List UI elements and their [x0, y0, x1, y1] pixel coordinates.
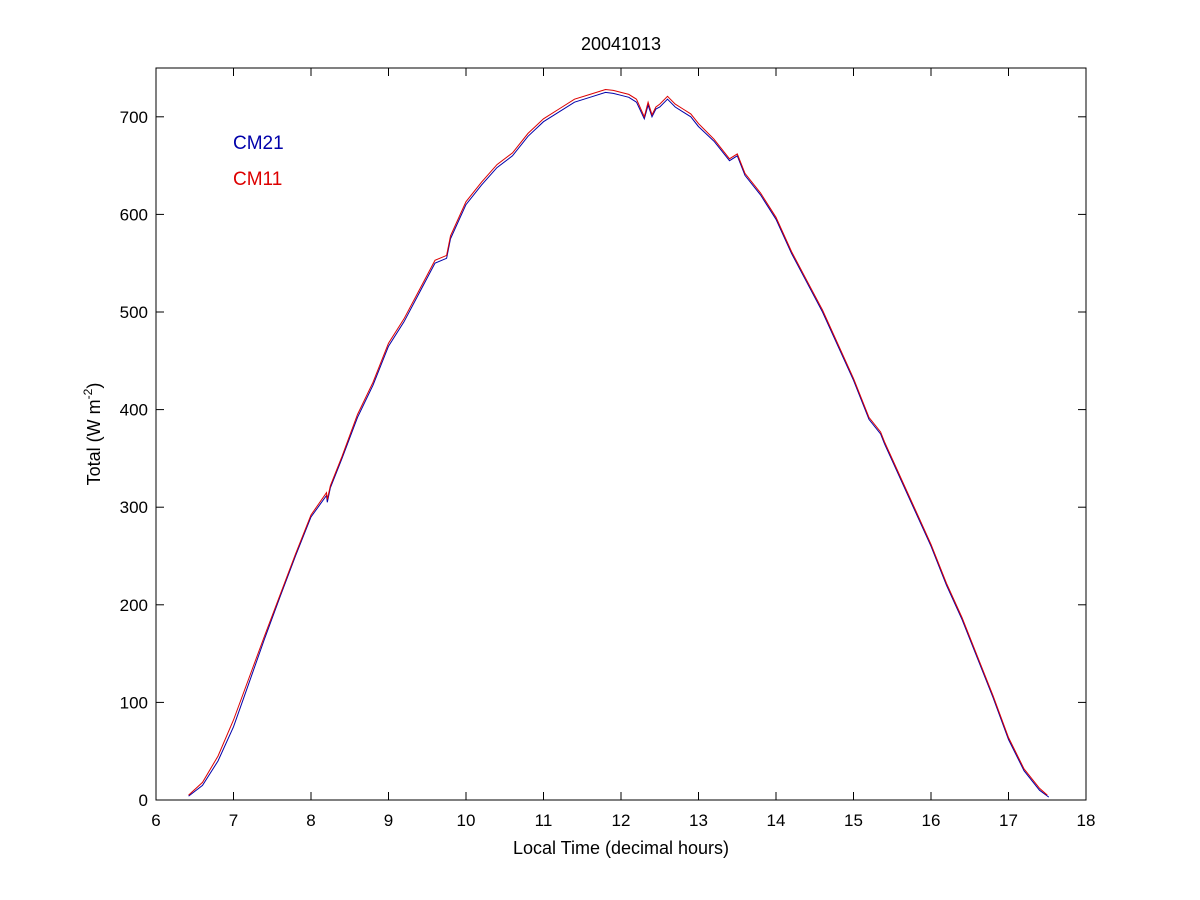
x-tick-label: 9 [384, 811, 393, 830]
y-tick-label: 300 [120, 498, 148, 517]
y-tick-label: 200 [120, 596, 148, 615]
y-tick-label: 100 [120, 693, 148, 712]
x-tick-label: 11 [535, 811, 553, 830]
legend-entry-cm21: CM21 [233, 133, 284, 154]
x-tick-label: 13 [689, 811, 708, 830]
y-tick-label: 0 [139, 791, 148, 810]
chart-title: 20041013 [581, 34, 661, 54]
x-tick-label: 14 [767, 811, 786, 830]
x-tick-label: 17 [999, 811, 1018, 830]
y-tick-label: 600 [120, 205, 148, 224]
x-tick-label: 16 [922, 811, 941, 830]
x-tick-label: 15 [844, 811, 863, 830]
x-tick-label: 12 [612, 811, 631, 830]
y-axis-title-main: Total (W m [84, 399, 104, 485]
x-tick-label: 10 [457, 811, 476, 830]
series-layer [188, 88, 1050, 798]
ticks-layer: 6 7 8 9 10 11 12 13 14 15 16 17 18 0 100 200 300 400 500 60… [120, 68, 1096, 830]
y-axis-title-close: ) [84, 383, 104, 389]
y-axis-title-superscript: -2 [81, 388, 95, 399]
x-axis-title: Local Time (decimal hours) [513, 838, 729, 858]
y-tick-label: 700 [120, 108, 148, 127]
x-tick-label: 6 [151, 811, 160, 830]
y-tick-label: 500 [120, 303, 148, 322]
series-line-cm11 [188, 88, 1048, 796]
x-tick-label: 8 [306, 811, 315, 830]
legend-entry-cm11: CM11 [233, 169, 282, 190]
x-tick-label: 18 [1077, 811, 1096, 830]
plot-background [156, 68, 1086, 800]
series-line-cm21 [188, 91, 1050, 798]
y-axis-title: Total (W m-2) [81, 383, 104, 486]
y-tick-label: 400 [120, 401, 148, 420]
x-tick-label: 7 [229, 811, 238, 830]
